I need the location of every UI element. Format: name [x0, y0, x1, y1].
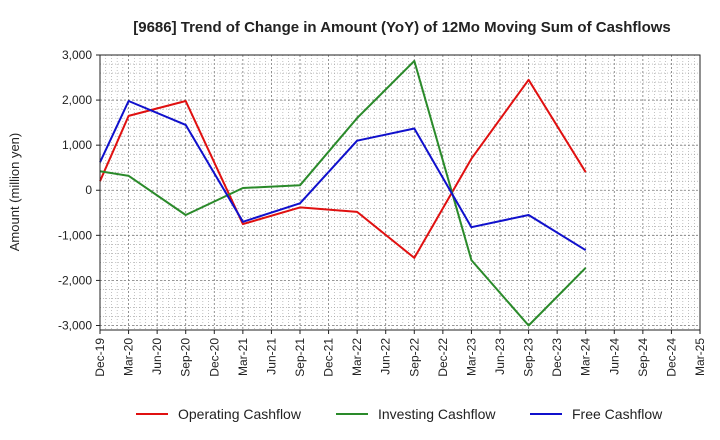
x-tick-label: Sep-21 — [293, 338, 307, 377]
legend-item-free: Free Cashflow — [530, 406, 663, 422]
series-lines — [99, 59, 587, 327]
y-axis-ticks: 3,000 2,000 1,000 0 -1,000 -2,000 -3,000 — [58, 48, 100, 332]
x-tick-label: Dec-23 — [550, 338, 564, 377]
series-line-investing-cashflow — [99, 59, 587, 327]
x-tick-label: Jun-23 — [493, 338, 507, 375]
plot-frame — [99, 54, 701, 331]
x-tick-label: Mar-20 — [122, 338, 136, 376]
y-tick-label: -1,000 — [58, 228, 92, 242]
x-tick-label: Mar-21 — [236, 338, 250, 376]
y-tick-label: 3,000 — [62, 48, 92, 62]
y-tick-label: -2,000 — [58, 273, 92, 287]
y-tick-label: -3,000 — [58, 318, 92, 332]
x-tick-label: Mar-23 — [464, 338, 478, 376]
legend: Operating Cashflow Investing Cashflow Fr… — [136, 406, 663, 422]
x-axis-ticks: Dec-19 Mar-20 Jun-20 Sep-20 Dec-20 Mar-21 Jun-… — [93, 330, 707, 377]
legend-item-investing: Investing Cashflow — [336, 406, 496, 422]
legend-item-operating: Operating Cashflow — [136, 406, 302, 422]
plot-area — [100, 55, 700, 330]
legend-label-operating: Operating Cashflow — [178, 406, 302, 422]
y-tick-label: 2,000 — [62, 93, 92, 107]
y-tick-label: 1,000 — [62, 138, 92, 152]
series-line-operating-cashflow — [99, 78, 587, 259]
x-tick-label: Jun-22 — [379, 338, 393, 375]
x-tick-label: Jun-24 — [607, 338, 621, 375]
legend-label-investing: Investing Cashflow — [378, 406, 496, 422]
x-tick-label: Dec-22 — [436, 338, 450, 377]
y-axis-label: Amount (million yen) — [7, 133, 22, 252]
x-tick-label: Sep-22 — [407, 338, 421, 377]
x-tick-label: Dec-21 — [322, 338, 336, 377]
chart-title: [9686] Trend of Change in Amount (YoY) o… — [133, 19, 671, 36]
x-tick-label: Mar-22 — [350, 338, 364, 376]
x-tick-label: Jun-20 — [150, 338, 164, 375]
x-tick-label: Sep-23 — [522, 338, 536, 377]
grid-lines — [99, 54, 701, 330]
legend-label-free: Free Cashflow — [572, 406, 663, 422]
x-tick-label: Jun-21 — [264, 338, 278, 375]
x-tick-label: Dec-19 — [93, 338, 107, 377]
x-tick-label: Sep-24 — [636, 338, 650, 377]
x-tick-label: Sep-20 — [179, 338, 193, 377]
x-tick-label: Mar-25 — [693, 338, 707, 376]
series-line-free-cashflow — [99, 100, 587, 252]
y-tick-label: 0 — [85, 183, 92, 197]
x-tick-label: Dec-24 — [664, 338, 678, 377]
x-tick-label: Dec-20 — [207, 338, 221, 377]
x-tick-label: Mar-24 — [579, 338, 593, 376]
